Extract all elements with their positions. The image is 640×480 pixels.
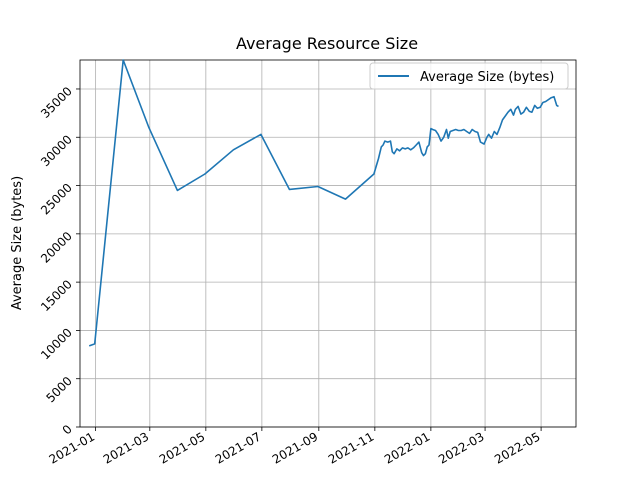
y-tick-label: 30000 xyxy=(38,132,75,169)
x-tick-label: 2021-07 xyxy=(213,429,263,466)
axes-border xyxy=(79,59,577,428)
series-lines xyxy=(88,59,559,347)
y-axis-label: Average Size (bytes) xyxy=(10,176,25,310)
legend-entry-label: Average Size (bytes) xyxy=(420,70,554,85)
y-tick-label: 35000 xyxy=(38,84,75,121)
y-axis-ticks: 0 5000 10000 15000 20000 25000 30000 35000 xyxy=(38,84,80,437)
x-tick-label: 2021-03 xyxy=(101,429,151,466)
x-tick-label: 2021-01 xyxy=(47,429,97,466)
y-tick-label: 15000 xyxy=(38,277,75,314)
plot-frame xyxy=(79,59,577,428)
x-axis-ticks: 2021-01 2021-03 2021-05 2021-07 2021-09 2021-… xyxy=(47,427,543,467)
x-tick-label: 2022-01 xyxy=(382,429,432,466)
legend-box xyxy=(369,62,569,90)
x-tick-label: 2021-05 xyxy=(157,429,207,466)
x-tick-label: 2022-05 xyxy=(492,429,542,466)
series-line xyxy=(88,59,559,347)
grid-lines xyxy=(80,60,576,428)
y-tick-label: 0 xyxy=(60,422,75,437)
x-tick-label: 2022-03 xyxy=(436,429,486,466)
x-tick-label: 2021-11 xyxy=(326,429,376,466)
y-tick-label: 20000 xyxy=(38,229,75,266)
y-tick-label: 25000 xyxy=(38,181,75,218)
x-tick-label: 2021-09 xyxy=(270,429,320,466)
chart-title: Average Resource Size xyxy=(236,34,418,53)
legend: Average Size (bytes) xyxy=(369,62,569,90)
y-tick-label: 5000 xyxy=(43,374,74,405)
y-tick-label: 10000 xyxy=(38,325,75,362)
